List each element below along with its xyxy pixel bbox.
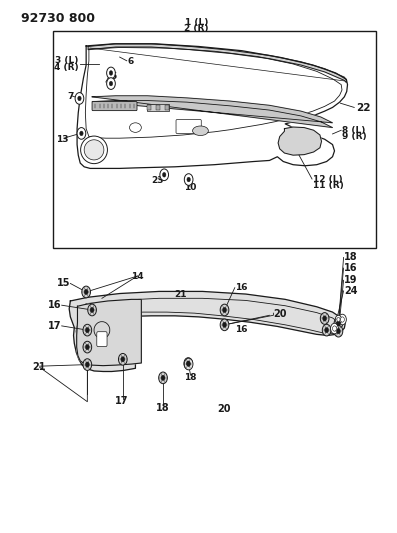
Circle shape (320, 313, 329, 324)
Polygon shape (92, 96, 333, 127)
Circle shape (334, 317, 343, 329)
Text: 18: 18 (156, 402, 170, 413)
Circle shape (80, 131, 83, 136)
Text: 18: 18 (184, 373, 197, 382)
Circle shape (162, 173, 166, 177)
Circle shape (340, 317, 344, 322)
Circle shape (85, 362, 89, 367)
Text: 14: 14 (131, 271, 144, 280)
Text: 23: 23 (151, 175, 163, 184)
Circle shape (83, 359, 92, 370)
FancyBboxPatch shape (176, 119, 201, 133)
Text: 8 (L): 8 (L) (342, 126, 366, 135)
Ellipse shape (193, 126, 208, 135)
Text: 3 (L): 3 (L) (55, 56, 78, 65)
Circle shape (184, 358, 193, 369)
Circle shape (220, 304, 229, 316)
Circle shape (223, 308, 226, 312)
Circle shape (88, 304, 96, 316)
Circle shape (333, 326, 337, 331)
Circle shape (107, 78, 115, 90)
Text: 21: 21 (32, 362, 46, 372)
Circle shape (184, 174, 193, 185)
Text: 17: 17 (115, 395, 128, 406)
Ellipse shape (84, 140, 104, 160)
Text: 22: 22 (356, 103, 371, 114)
Circle shape (184, 358, 193, 370)
Circle shape (90, 308, 94, 312)
Circle shape (82, 286, 91, 298)
Text: 13: 13 (56, 135, 69, 144)
Circle shape (186, 361, 190, 366)
Bar (156, 105, 160, 110)
Circle shape (83, 324, 92, 336)
FancyBboxPatch shape (92, 102, 137, 111)
Polygon shape (69, 292, 345, 372)
Bar (165, 105, 169, 110)
Ellipse shape (129, 123, 141, 132)
Circle shape (160, 169, 169, 181)
Text: 92730 800: 92730 800 (21, 12, 95, 25)
Text: 7: 7 (67, 92, 73, 101)
Circle shape (121, 357, 125, 362)
Circle shape (107, 67, 115, 79)
Circle shape (84, 289, 88, 295)
Bar (53, 30, 376, 248)
Bar (147, 104, 169, 111)
Circle shape (161, 375, 165, 381)
Circle shape (337, 328, 340, 334)
Circle shape (85, 327, 89, 333)
Text: 10: 10 (185, 183, 197, 192)
Text: 20: 20 (218, 403, 231, 414)
Circle shape (334, 325, 343, 337)
Text: 19: 19 (344, 275, 358, 285)
Circle shape (85, 344, 89, 350)
Text: 17: 17 (48, 321, 62, 331)
Circle shape (77, 127, 86, 139)
Text: 24: 24 (344, 286, 358, 296)
Circle shape (109, 81, 113, 86)
Circle shape (337, 321, 340, 326)
Circle shape (223, 322, 226, 327)
Circle shape (339, 314, 346, 325)
Circle shape (187, 362, 191, 366)
Polygon shape (278, 127, 322, 155)
Bar (147, 105, 151, 110)
Text: 1 (L): 1 (L) (185, 18, 208, 27)
Circle shape (220, 319, 229, 330)
Text: 16: 16 (344, 263, 358, 273)
Circle shape (331, 323, 339, 334)
Text: 18: 18 (344, 253, 358, 262)
Text: 16: 16 (235, 283, 247, 292)
Text: 21: 21 (175, 289, 187, 298)
Text: 15: 15 (57, 278, 70, 288)
Circle shape (109, 71, 113, 75)
Circle shape (337, 317, 340, 321)
Circle shape (187, 177, 191, 182)
Circle shape (118, 353, 127, 365)
Text: 16: 16 (48, 300, 62, 310)
FancyBboxPatch shape (97, 332, 107, 346)
Circle shape (159, 372, 168, 384)
Polygon shape (77, 300, 141, 366)
Circle shape (335, 316, 341, 324)
Text: 2 (R): 2 (R) (184, 25, 209, 34)
Text: 16: 16 (235, 325, 247, 334)
Polygon shape (88, 44, 346, 83)
Circle shape (75, 93, 84, 104)
Circle shape (323, 316, 327, 321)
Text: 4 (R): 4 (R) (54, 63, 78, 71)
Text: 20: 20 (274, 309, 287, 319)
Ellipse shape (81, 136, 108, 164)
Circle shape (325, 327, 329, 333)
Text: 9 (R): 9 (R) (342, 132, 367, 141)
Text: 12 (L): 12 (L) (313, 174, 343, 183)
Text: 11 (R): 11 (R) (313, 181, 343, 190)
Circle shape (78, 96, 81, 101)
Circle shape (322, 324, 331, 336)
Text: 5: 5 (110, 72, 116, 81)
Circle shape (83, 341, 92, 353)
Text: 6: 6 (127, 58, 134, 66)
